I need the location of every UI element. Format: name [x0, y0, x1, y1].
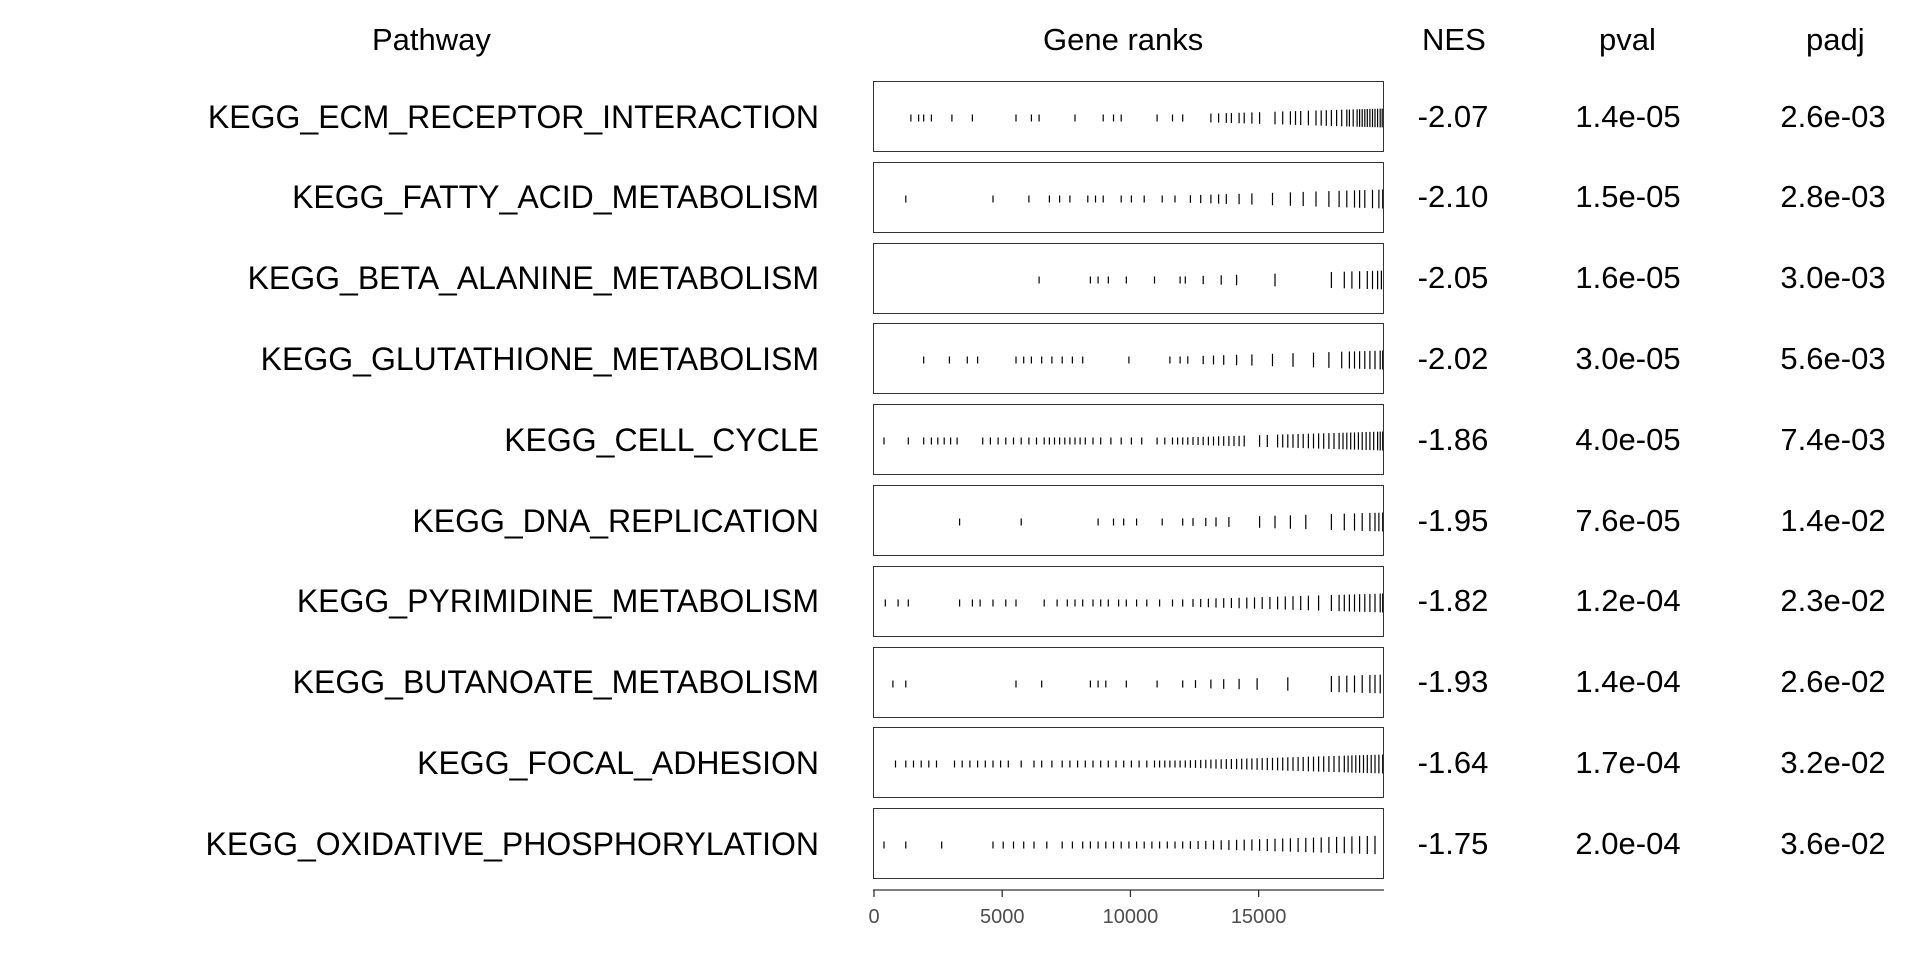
- gene-ranks-box: [873, 646, 1384, 718]
- pval-value: 1.4e-04: [1575, 664, 1681, 700]
- gene-ranks-box: [873, 404, 1384, 476]
- gene-ranks-box: [873, 323, 1384, 395]
- gene-ranks-box: [873, 808, 1384, 880]
- gene-ranks-strip: [892, 674, 1381, 693]
- nes-value: -2.07: [1417, 98, 1489, 134]
- axis-tick-label: 0: [868, 906, 880, 928]
- nes-value: -2.05: [1417, 260, 1489, 296]
- pathway-label: KEGG_OXIDATIVE_PHOSPHORYLATION: [205, 825, 820, 862]
- gene-ranks-header: Gene ranks: [1043, 22, 1204, 57]
- axis-tick-label: 5000: [979, 906, 1025, 928]
- nes-value: -1.64: [1417, 744, 1489, 780]
- pval-value: 4.0e-05: [1575, 421, 1681, 457]
- padj-value: 2.6e-02: [1780, 664, 1886, 700]
- pval-value: 1.5e-05: [1575, 179, 1681, 215]
- gene-ranks-strip: [1038, 270, 1382, 289]
- pathway-label: KEGG_ECM_RECEPTOR_INTERACTION: [207, 98, 819, 135]
- padj-value: 2.3e-02: [1780, 583, 1886, 619]
- pathway-label: KEGG_CELL_CYCLE: [504, 421, 819, 458]
- padj-value: 2.8e-03: [1780, 179, 1886, 215]
- nes-value: -1.75: [1417, 825, 1489, 861]
- padj-value: 3.2e-02: [1780, 744, 1886, 780]
- pval-value: 3.0e-05: [1575, 340, 1681, 376]
- padj-value: 1.4e-02: [1780, 502, 1886, 538]
- padj-value: 3.0e-03: [1780, 260, 1886, 296]
- padj-value: 2.6e-03: [1780, 98, 1886, 134]
- pval-value: 1.7e-04: [1575, 744, 1681, 780]
- gene-ranks-strip: [910, 108, 1383, 128]
- gene-ranks-strip: [883, 431, 1383, 451]
- pathway-label: KEGG_PYRIMIDINE_METABOLISM: [296, 583, 819, 620]
- pval-header: pval: [1599, 22, 1656, 57]
- nes-value: -1.95: [1417, 502, 1489, 538]
- pathway-label: KEGG_FOCAL_ADHESION: [417, 744, 819, 781]
- pval-value: 2.0e-04: [1575, 825, 1681, 861]
- gene-ranks-box: [873, 242, 1384, 314]
- pathway-header: Pathway: [372, 22, 491, 57]
- pathway-label: KEGG_BUTANOATE_METABOLISM: [292, 664, 819, 701]
- gene-ranks-box: [873, 161, 1384, 233]
- gene-ranks-strip: [883, 835, 1376, 855]
- gene-ranks-strip: [894, 754, 1383, 774]
- gene-ranks-box: [873, 81, 1384, 152]
- pathway-label: KEGG_BETA_ALANINE_METABOLISM: [247, 260, 819, 297]
- gene-ranks-strip: [884, 593, 1383, 613]
- padj-value: 7.4e-03: [1780, 421, 1886, 457]
- gene-ranks-box: [873, 565, 1384, 637]
- pval-value: 1.4e-05: [1575, 98, 1681, 134]
- axis-tick-label: 10000: [1102, 906, 1159, 928]
- axis-tick-label: 15000: [1230, 906, 1287, 928]
- gene-ranks-box: [873, 485, 1384, 556]
- nes-value: -1.93: [1417, 664, 1489, 700]
- padj-value: 5.6e-03: [1780, 340, 1886, 376]
- pathway-label: KEGG_GLUTATHIONE_METABOLISM: [260, 340, 819, 377]
- gene-ranks-strip: [923, 350, 1383, 370]
- gene-ranks-strip: [958, 512, 1383, 532]
- pval-value: 1.6e-05: [1575, 260, 1681, 296]
- nes-value: -1.82: [1417, 583, 1489, 619]
- nes-header: NES: [1422, 22, 1486, 57]
- nes-value: -1.86: [1417, 421, 1489, 457]
- nes-value: -2.10: [1417, 179, 1489, 215]
- padj-value: 3.6e-02: [1780, 825, 1886, 861]
- pval-value: 1.2e-04: [1575, 583, 1681, 619]
- nes-value: -2.02: [1417, 340, 1489, 376]
- pval-value: 7.6e-05: [1575, 502, 1681, 538]
- gene-ranks-box: [873, 727, 1384, 799]
- padj-header: padj: [1806, 22, 1865, 57]
- pathway-label: KEGG_DNA_REPLICATION: [412, 502, 819, 539]
- pathway-label: KEGG_FATTY_ACID_METABOLISM: [292, 179, 819, 216]
- gene-ranks-strip: [905, 189, 1383, 209]
